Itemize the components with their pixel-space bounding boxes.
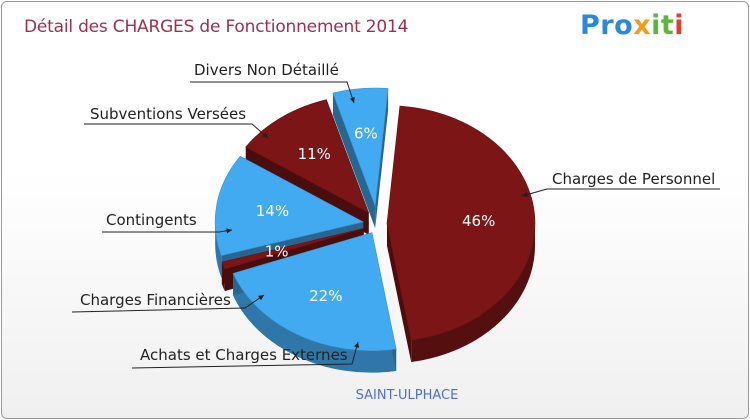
logo-letter: r bbox=[600, 10, 615, 41]
slice-wall bbox=[332, 93, 376, 229]
pie-slice bbox=[221, 228, 364, 270]
leader-arrowhead bbox=[522, 192, 528, 198]
category-label: Charges de Personnel bbox=[552, 170, 715, 188]
leader-line bbox=[102, 229, 233, 233]
slice-rim bbox=[215, 221, 222, 278]
leader-line bbox=[131, 341, 359, 369]
pie-tops bbox=[214, 87, 536, 351]
leader-line bbox=[84, 123, 269, 139]
pie-slice bbox=[214, 155, 364, 256]
pie-slice bbox=[245, 99, 370, 214]
slice-percent-label: 22% bbox=[309, 287, 342, 305]
slice-percent-label: 14% bbox=[256, 202, 289, 220]
logo-letter: t bbox=[660, 10, 675, 41]
logo-letter: i bbox=[651, 10, 661, 41]
pie-slice bbox=[332, 87, 389, 207]
proxiti-logo: Proxiti bbox=[580, 10, 684, 41]
category-label: Achats et Charges Externes bbox=[140, 346, 348, 364]
slice-wall bbox=[386, 223, 412, 363]
leader-line bbox=[71, 294, 265, 313]
leader-arrowhead bbox=[262, 132, 268, 138]
pie-labels: 46% 22% 1% 14% 11% 6% Charges de Personnel Acha… bbox=[71, 61, 720, 369]
logo-letter: x bbox=[633, 10, 652, 41]
logo-letter: P bbox=[580, 10, 601, 41]
pie-slice bbox=[232, 232, 397, 351]
leader-arrowhead bbox=[226, 228, 232, 234]
category-label: Charges Financières bbox=[80, 291, 231, 309]
category-label: Subventions Versées bbox=[90, 105, 246, 123]
category-label: Contingents bbox=[106, 211, 197, 229]
slice-rim bbox=[233, 273, 397, 373]
pie-slice bbox=[386, 105, 536, 341]
category-label: Divers Non Détaillé bbox=[194, 61, 339, 79]
slice-percent-label: 1% bbox=[265, 243, 289, 261]
slice-percent-label: 46% bbox=[462, 212, 495, 230]
logo-letter: o bbox=[614, 10, 634, 41]
slice-rim bbox=[411, 223, 535, 363]
slice-wall bbox=[375, 88, 389, 229]
leader-line bbox=[521, 188, 720, 197]
leader-arrowhead bbox=[349, 97, 355, 103]
slice-percent-label: 6% bbox=[354, 124, 378, 142]
leader-arrowhead bbox=[354, 342, 360, 348]
logo-letter: i bbox=[674, 10, 685, 41]
slice-percent-label: 11% bbox=[298, 145, 331, 163]
chart-title: Détail des CHARGES de Fonctionnement 201… bbox=[24, 17, 409, 37]
leader-line bbox=[190, 81, 355, 104]
leader-arrowhead bbox=[258, 295, 264, 301]
